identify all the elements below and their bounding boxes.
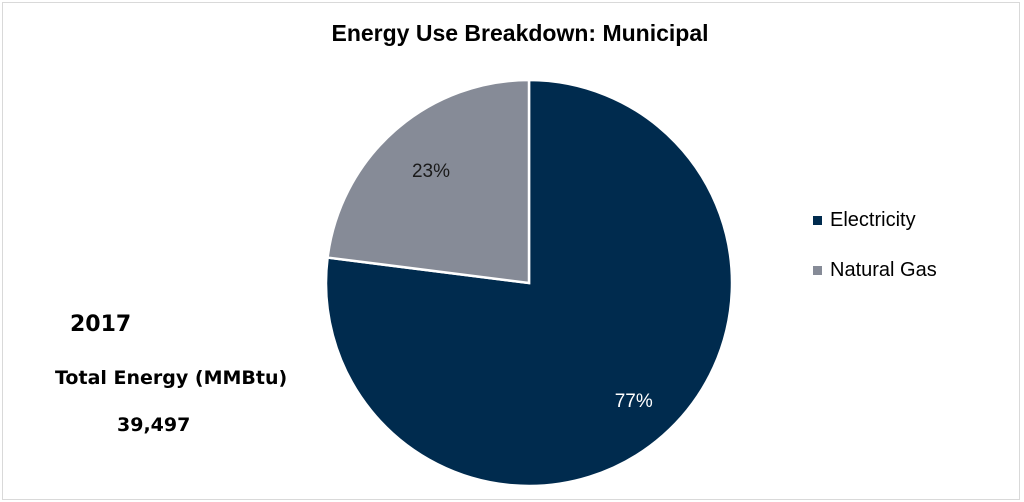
legend-item-electricity: Electricity	[813, 207, 937, 233]
legend-swatch-natural-gas	[813, 265, 822, 275]
total-energy-label: Total Energy (MMBtu)	[55, 367, 288, 389]
legend: Electricity Natural Gas	[813, 207, 937, 307]
pie-slice-label-electricity: 77%	[615, 391, 653, 412]
chart-title: Energy Use Breakdown: Municipal	[331, 20, 709, 46]
pie-slice-label-natural-gas: 23%	[412, 161, 450, 182]
pie-slice-labels: 77% 23%	[412, 161, 653, 412]
legend-item-natural-gas: Natural Gas	[813, 257, 937, 283]
legend-swatch-electricity	[813, 215, 822, 225]
legend-label-natural-gas: Natural Gas	[830, 258, 937, 281]
pie-slices	[324, 78, 734, 488]
year-label: 2017	[70, 312, 132, 337]
pie-slice-natural-gas	[326, 78, 531, 285]
legend-label-electricity: Electricity	[830, 208, 916, 231]
total-energy-value: 39,497	[117, 414, 191, 436]
